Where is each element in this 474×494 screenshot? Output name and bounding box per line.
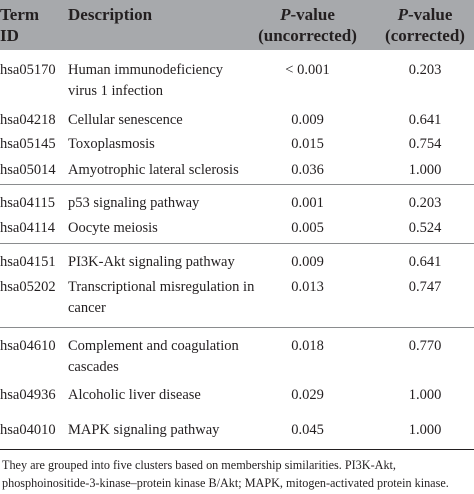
p-value-corrected-cell: 0.641 xyxy=(408,254,442,270)
description-cell: MAPK signaling pathway xyxy=(68,420,219,441)
table-footnote: They are grouped into five clusters base… xyxy=(2,456,472,492)
header-p-value-uncorrected: P-value (uncorrected) xyxy=(258,5,357,45)
p-value-corrected-cell: 0.747 xyxy=(408,279,442,295)
header-p-value-corrected: P-value (corrected) xyxy=(385,5,465,45)
p-value-uncorrected-cell: 0.018 xyxy=(291,338,324,354)
footnote-line: They are grouped into five clusters base… xyxy=(2,458,396,472)
p-value-uncorrected-cell: 0.015 xyxy=(291,136,324,152)
description-line: cancer xyxy=(68,300,106,316)
description-cell: Human immunodeficiency virus 1 infection xyxy=(68,60,223,102)
description-line: virus 1 infection xyxy=(68,83,164,99)
description-cell: Oocyte meiosis xyxy=(68,218,158,239)
term-id-cell: hsa04218 xyxy=(0,112,56,128)
description-line: Toxoplasmosis xyxy=(68,136,155,152)
term-id-cell: hsa04610 xyxy=(0,338,56,354)
description-line: p53 signaling pathway xyxy=(68,195,200,211)
description-cell: Amyotrophic lateral sclerosis xyxy=(68,160,239,181)
p-value-uncorrected-cell: 0.045 xyxy=(291,422,324,438)
description-line: Amyotrophic lateral sclerosis xyxy=(68,162,239,178)
p-value-corrected-cell: 1.000 xyxy=(408,162,442,178)
term-id-cell: hsa04115 xyxy=(0,195,56,211)
description-cell: PI3K-Akt signaling pathway xyxy=(68,252,235,273)
description-line: Human immunodeficiency xyxy=(68,62,224,78)
p-value-uncorrected-cell: < 0.001 xyxy=(285,62,330,78)
term-id-cell: hsa05170 xyxy=(0,62,56,78)
p-value-uncorrected-cell: 0.036 xyxy=(291,162,324,178)
p-value-corrected-cell: 1.000 xyxy=(408,422,442,438)
description-line: MAPK signaling pathway xyxy=(68,422,220,438)
cluster-divider xyxy=(0,184,474,185)
header-term-id: Term ID xyxy=(0,5,40,45)
term-id-cell: hsa04010 xyxy=(0,422,56,438)
description-cell: Cellular senescence xyxy=(68,110,183,131)
table-bottom-rule xyxy=(0,449,474,450)
table-header xyxy=(0,0,474,50)
description-line: PI3K-Akt signaling pathway xyxy=(68,254,235,270)
p-value-uncorrected-cell: 0.009 xyxy=(291,112,324,128)
header-description: Description xyxy=(68,5,153,24)
description-cell: Toxoplasmosis xyxy=(68,134,155,155)
description-line: Complement and coagulation xyxy=(68,338,239,354)
p-value-uncorrected-cell: 0.005 xyxy=(291,220,324,236)
p-value-uncorrected-cell: 0.029 xyxy=(291,387,324,403)
description-line: Alcoholic liver disease xyxy=(68,387,201,403)
term-id-cell: hsa04151 xyxy=(0,254,56,270)
p-value-uncorrected-cell: 0.001 xyxy=(291,195,324,211)
p-value-corrected-cell: 0.770 xyxy=(408,338,442,354)
term-id-cell: hsa04114 xyxy=(0,220,56,236)
p-value-corrected-cell: 0.203 xyxy=(408,62,442,78)
p-value-uncorrected-cell: 0.013 xyxy=(291,279,324,295)
cluster-divider xyxy=(0,327,474,328)
term-id-cell: hsa05014 xyxy=(0,162,56,178)
description-cell: Transcriptional misregulation in cancer xyxy=(68,277,254,319)
footnote-line: phosphoinositide-3-kinase–protein kinase… xyxy=(2,476,449,490)
p-value-corrected-cell: 0.524 xyxy=(408,220,442,236)
description-cell: Complement and coagulation cascades xyxy=(68,336,239,378)
cluster-divider xyxy=(0,243,474,244)
description-cell: p53 signaling pathway xyxy=(68,193,199,214)
p-value-corrected-cell: 1.000 xyxy=(408,387,442,403)
p-value-corrected-cell: 0.754 xyxy=(408,136,442,152)
p-value-uncorrected-cell: 0.009 xyxy=(291,254,324,270)
description-line: cascades xyxy=(68,359,119,375)
description-line: Oocyte meiosis xyxy=(68,220,158,236)
description-line: Transcriptional misregulation in xyxy=(68,279,255,295)
p-value-corrected-cell: 0.203 xyxy=(408,195,442,211)
description-cell: Alcoholic liver disease xyxy=(68,385,201,406)
term-id-cell: hsa05202 xyxy=(0,279,56,295)
description-line: Cellular senescence xyxy=(68,112,183,128)
term-id-cell: hsa05145 xyxy=(0,136,56,152)
p-value-corrected-cell: 0.641 xyxy=(408,112,442,128)
term-id-cell: hsa04936 xyxy=(0,387,56,403)
